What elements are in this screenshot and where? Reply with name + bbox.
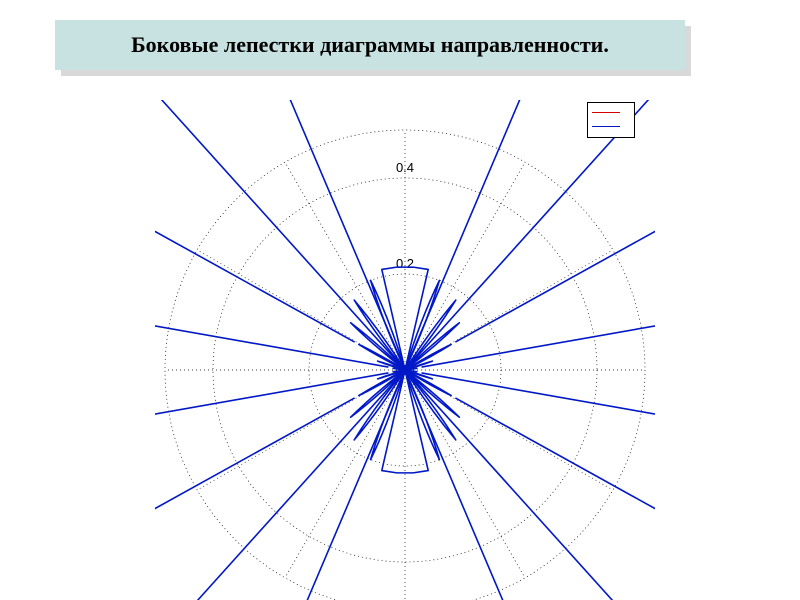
legend-item [592, 119, 630, 133]
title-box: Боковые лепестки диаграммы направленност… [55, 20, 685, 70]
svg-text:0.4: 0.4 [396, 160, 414, 175]
legend [587, 102, 635, 138]
svg-text:0.2: 0.2 [396, 256, 414, 271]
title-text: Боковые лепестки диаграммы направленност… [131, 32, 609, 58]
title-banner: Боковые лепестки диаграммы направленност… [55, 20, 685, 70]
polar-chart: 0.2 0.4 [155, 100, 655, 600]
polar-svg: 0.2 0.4 [155, 100, 655, 600]
legend-item [592, 105, 630, 119]
